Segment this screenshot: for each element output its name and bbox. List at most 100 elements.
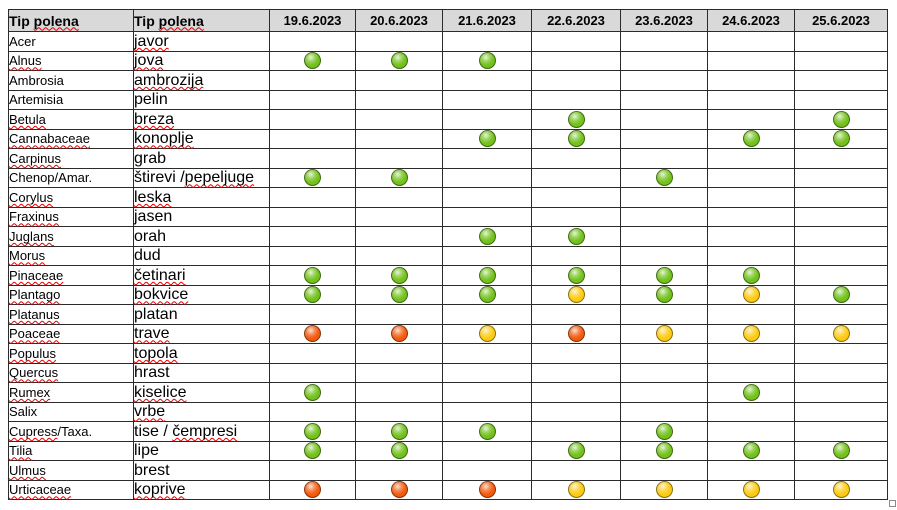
table-row: Chenop/Amar. štirevi /pepeljuge bbox=[8, 167, 888, 188]
yellow-dot-icon bbox=[655, 481, 673, 499]
green-dot-icon bbox=[304, 442, 321, 460]
date-cell bbox=[269, 265, 356, 286]
spellcheck-mark: Platanus bbox=[9, 306, 60, 322]
spellcheck-mark: javor bbox=[134, 32, 169, 50]
date-cell bbox=[269, 479, 356, 500]
yellow-dot-icon bbox=[742, 286, 760, 304]
date-cell bbox=[707, 460, 795, 481]
green-dot-icon bbox=[478, 286, 496, 304]
spellcheck-mark: Carpinus bbox=[9, 150, 62, 166]
spellcheck-mark: Tilia bbox=[9, 443, 33, 459]
table-row: Rumex kiselice bbox=[8, 382, 888, 403]
date-cell bbox=[269, 323, 356, 344]
date-cell bbox=[531, 343, 621, 364]
orange-dot-icon bbox=[390, 325, 408, 343]
date-cell bbox=[707, 284, 795, 305]
date-cell bbox=[707, 265, 795, 286]
local-name-cell: ambrozija bbox=[133, 70, 270, 91]
latin-name-cell: Betula bbox=[8, 109, 134, 130]
table-row: Juglans orah bbox=[8, 226, 888, 247]
yellow-dot-icon bbox=[567, 286, 585, 304]
date-cell bbox=[531, 70, 621, 91]
latin-name-cell: Salix bbox=[8, 401, 134, 422]
date-cell bbox=[707, 206, 795, 227]
date-cell bbox=[794, 265, 888, 286]
orange-dot-icon bbox=[478, 481, 496, 499]
date-cell bbox=[794, 128, 888, 149]
table-body: Acer javor Alnus jova Ambrosia ambrozija Artem… bbox=[8, 31, 888, 500]
spellcheck-mark: Cannabaceae bbox=[9, 131, 90, 147]
date-cell bbox=[269, 50, 356, 71]
spellcheck-mark: jova bbox=[134, 52, 164, 70]
table-row: Alnus jova bbox=[8, 50, 888, 71]
date-cell bbox=[707, 89, 795, 110]
date-cell bbox=[531, 323, 621, 344]
date-cell bbox=[355, 401, 443, 422]
orange-dot-icon bbox=[567, 325, 585, 343]
date-cell bbox=[531, 479, 621, 500]
date-cell bbox=[620, 31, 708, 52]
date-cell bbox=[707, 187, 795, 208]
date-cell bbox=[355, 440, 443, 461]
green-dot-icon bbox=[304, 383, 321, 401]
green-dot-icon bbox=[304, 422, 321, 440]
date-cell bbox=[620, 460, 708, 481]
header-local-name: Tip polena bbox=[133, 9, 270, 32]
latin-name-cell: Plantago bbox=[8, 284, 134, 305]
spellcheck-mark: Fraxinus bbox=[9, 209, 59, 225]
table-row: Betula breza bbox=[8, 109, 888, 130]
local-name-cell: brest bbox=[133, 460, 270, 481]
table-row: Tilia lipe bbox=[8, 440, 888, 461]
table-row: Corylus leska bbox=[8, 187, 888, 208]
green-dot-icon bbox=[304, 266, 321, 284]
green-dot-icon bbox=[655, 442, 673, 460]
date-cell bbox=[442, 421, 532, 442]
date-cell bbox=[442, 460, 532, 481]
spellcheck-mark: Cupress bbox=[9, 423, 58, 439]
green-dot-icon bbox=[567, 266, 585, 284]
date-cell bbox=[707, 440, 795, 461]
date-cell bbox=[707, 343, 795, 364]
date-cell bbox=[794, 343, 888, 364]
green-dot-icon bbox=[567, 442, 585, 460]
spellcheck-mark: konoplje bbox=[134, 130, 194, 148]
latin-name-cell: Cannabaceae bbox=[8, 128, 134, 149]
date-cell bbox=[620, 167, 708, 188]
green-dot-icon bbox=[567, 130, 585, 148]
spellcheck-mark: leska bbox=[134, 188, 172, 206]
date-cell bbox=[794, 323, 888, 344]
spellcheck-mark: Pinaceae bbox=[9, 267, 64, 283]
green-dot-icon bbox=[742, 442, 760, 460]
spellcheck-mark: topola bbox=[134, 344, 178, 362]
date-cell bbox=[707, 128, 795, 149]
date-cell bbox=[442, 226, 532, 247]
date-cell bbox=[442, 245, 532, 266]
date-cell bbox=[707, 479, 795, 500]
date-cell bbox=[355, 323, 443, 344]
date-cell bbox=[355, 109, 443, 130]
header-date: 20.6.2023 bbox=[355, 9, 443, 32]
green-dot-icon bbox=[390, 52, 408, 70]
date-cell bbox=[794, 440, 888, 461]
local-name-cell: lipe bbox=[133, 440, 270, 461]
latin-name-cell: Urticaceae bbox=[8, 479, 134, 500]
date-cell bbox=[531, 226, 621, 247]
green-dot-icon bbox=[832, 286, 850, 304]
date-cell bbox=[355, 89, 443, 110]
date-cell bbox=[269, 109, 356, 130]
date-cell bbox=[355, 343, 443, 364]
latin-name-cell: Ambrosia bbox=[8, 70, 134, 91]
date-cell bbox=[794, 382, 888, 403]
table-row: Ambrosia ambrozija bbox=[8, 70, 888, 91]
header-date: 21.6.2023 bbox=[442, 9, 532, 32]
date-cell bbox=[707, 167, 795, 188]
date-cell bbox=[531, 31, 621, 52]
date-cell bbox=[794, 206, 888, 227]
date-cell bbox=[269, 401, 356, 422]
date-cell bbox=[355, 284, 443, 305]
latin-name-cell: Alnus bbox=[8, 50, 134, 71]
date-cell bbox=[620, 265, 708, 286]
green-dot-icon bbox=[304, 52, 321, 70]
table-resize-handle[interactable] bbox=[889, 500, 896, 507]
date-cell bbox=[707, 304, 795, 325]
